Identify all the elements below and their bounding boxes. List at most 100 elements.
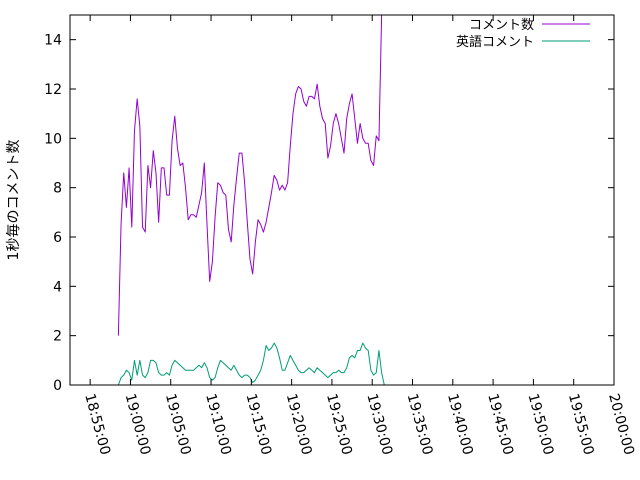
data-point-s1-60 bbox=[278, 356, 281, 359]
data-point-s0-4 bbox=[128, 166, 131, 169]
data-point-s1-59 bbox=[275, 347, 278, 350]
data-point-s0-34 bbox=[208, 280, 211, 283]
data-point-s1-97 bbox=[377, 349, 380, 352]
data-point-s0-56 bbox=[267, 206, 270, 209]
data-point-s0-12 bbox=[149, 186, 152, 189]
y-tick-label: 14 bbox=[44, 33, 62, 49]
data-point-s0-82 bbox=[337, 122, 340, 125]
data-point-s0-72 bbox=[310, 95, 313, 98]
data-point-s1-56 bbox=[267, 349, 270, 352]
data-point-s0-93 bbox=[367, 142, 370, 145]
data-point-s0-41 bbox=[227, 228, 230, 231]
data-point-s0-88 bbox=[353, 117, 356, 120]
data-point-s0-87 bbox=[351, 92, 354, 95]
data-point-s1-90 bbox=[359, 349, 362, 352]
data-point-s1-38 bbox=[219, 359, 222, 362]
x-tick-label: 19:55:00 bbox=[565, 392, 597, 457]
y-tick-label: 10 bbox=[44, 131, 62, 147]
data-point-s0-3 bbox=[125, 206, 128, 209]
data-point-s1-69 bbox=[302, 371, 305, 374]
data-point-s1-48 bbox=[246, 374, 249, 377]
data-point-s1-9 bbox=[141, 374, 144, 377]
data-point-s1-54 bbox=[262, 359, 265, 362]
data-point-s1-6 bbox=[133, 359, 136, 362]
data-point-s0-14 bbox=[154, 171, 157, 174]
data-point-s0-84 bbox=[343, 152, 346, 155]
data-point-s0-59 bbox=[275, 179, 278, 182]
y-tick-label: 6 bbox=[53, 230, 62, 246]
data-point-s1-10 bbox=[144, 376, 147, 379]
data-point-s1-49 bbox=[248, 376, 251, 379]
data-point-s0-27 bbox=[189, 213, 192, 216]
data-point-s0-77 bbox=[324, 122, 327, 125]
data-point-s1-7 bbox=[136, 374, 139, 377]
data-point-s1-15 bbox=[157, 371, 160, 374]
data-point-s0-63 bbox=[286, 181, 289, 184]
series-lines bbox=[117, 14, 385, 386]
data-point-s0-97 bbox=[377, 139, 380, 142]
data-point-s1-96 bbox=[375, 371, 378, 374]
data-point-s1-34 bbox=[208, 376, 211, 379]
data-point-s1-67 bbox=[297, 369, 300, 372]
x-axis: 18:55:00 19:00:00 19:05:00 19:10:00 19:15:00… bbox=[81, 15, 637, 457]
data-point-s1-46 bbox=[240, 376, 243, 379]
data-point-s0-68 bbox=[300, 88, 303, 91]
data-point-s0-1 bbox=[120, 223, 123, 226]
x-tick-label: 19:20:00 bbox=[283, 392, 315, 457]
data-point-s1-86 bbox=[348, 356, 351, 359]
plot-frame bbox=[69, 14, 615, 386]
data-point-s0-26 bbox=[187, 218, 190, 221]
data-point-s1-91 bbox=[361, 342, 364, 345]
data-point-s0-6 bbox=[133, 129, 136, 132]
data-point-s0-42 bbox=[230, 240, 233, 243]
data-point-s0-40 bbox=[224, 194, 227, 197]
data-point-s1-24 bbox=[181, 366, 184, 369]
data-point-s1-47 bbox=[243, 374, 246, 377]
data-point-s1-41 bbox=[227, 366, 230, 369]
data-point-s1-94 bbox=[369, 369, 372, 372]
data-point-s1-17 bbox=[163, 374, 166, 377]
data-point-s1-32 bbox=[203, 361, 206, 364]
data-point-s1-72 bbox=[310, 369, 313, 372]
data-point-s0-71 bbox=[308, 95, 311, 98]
data-point-s1-43 bbox=[232, 364, 235, 367]
data-point-s1-27 bbox=[189, 369, 192, 372]
data-point-s0-94 bbox=[369, 159, 372, 162]
x-tick-label: 19:50:00 bbox=[525, 392, 557, 457]
data-point-s1-93 bbox=[367, 349, 370, 352]
data-point-s1-51 bbox=[254, 379, 257, 382]
y-tick-label: 12 bbox=[44, 82, 62, 98]
data-point-s1-65 bbox=[291, 359, 294, 362]
data-point-s1-36 bbox=[214, 376, 217, 379]
data-point-s1-20 bbox=[171, 364, 174, 367]
y-tick-label: 8 bbox=[53, 181, 62, 197]
data-point-s0-18 bbox=[165, 194, 168, 197]
data-point-s1-40 bbox=[224, 364, 227, 367]
data-point-s0-17 bbox=[163, 166, 166, 169]
data-point-s1-31 bbox=[200, 366, 203, 369]
data-point-s0-23 bbox=[179, 164, 182, 167]
data-point-s1-71 bbox=[308, 366, 311, 369]
data-point-s0-37 bbox=[216, 181, 219, 184]
data-point-s0-67 bbox=[297, 85, 300, 88]
data-point-s1-44 bbox=[235, 369, 238, 372]
legend-label-0: コメント数 bbox=[469, 18, 534, 33]
data-point-s0-16 bbox=[160, 166, 163, 169]
data-point-s0-44 bbox=[235, 176, 238, 179]
y-tick-label: 2 bbox=[53, 329, 62, 345]
data-point-s0-10 bbox=[144, 231, 147, 234]
data-point-s1-12 bbox=[149, 359, 152, 362]
data-point-s1-88 bbox=[353, 356, 356, 359]
data-point-s0-24 bbox=[181, 162, 184, 165]
data-point-s1-98 bbox=[380, 371, 383, 374]
data-point-s0-47 bbox=[243, 181, 246, 184]
data-point-s0-66 bbox=[294, 92, 297, 95]
data-point-s0-32 bbox=[203, 162, 206, 165]
data-point-s0-50 bbox=[251, 273, 254, 276]
data-point-s0-58 bbox=[273, 174, 276, 177]
data-point-s1-84 bbox=[343, 371, 346, 374]
data-point-s1-30 bbox=[197, 364, 200, 367]
data-point-s1-53 bbox=[259, 369, 262, 372]
x-tick-label: 19:30:00 bbox=[363, 392, 395, 457]
